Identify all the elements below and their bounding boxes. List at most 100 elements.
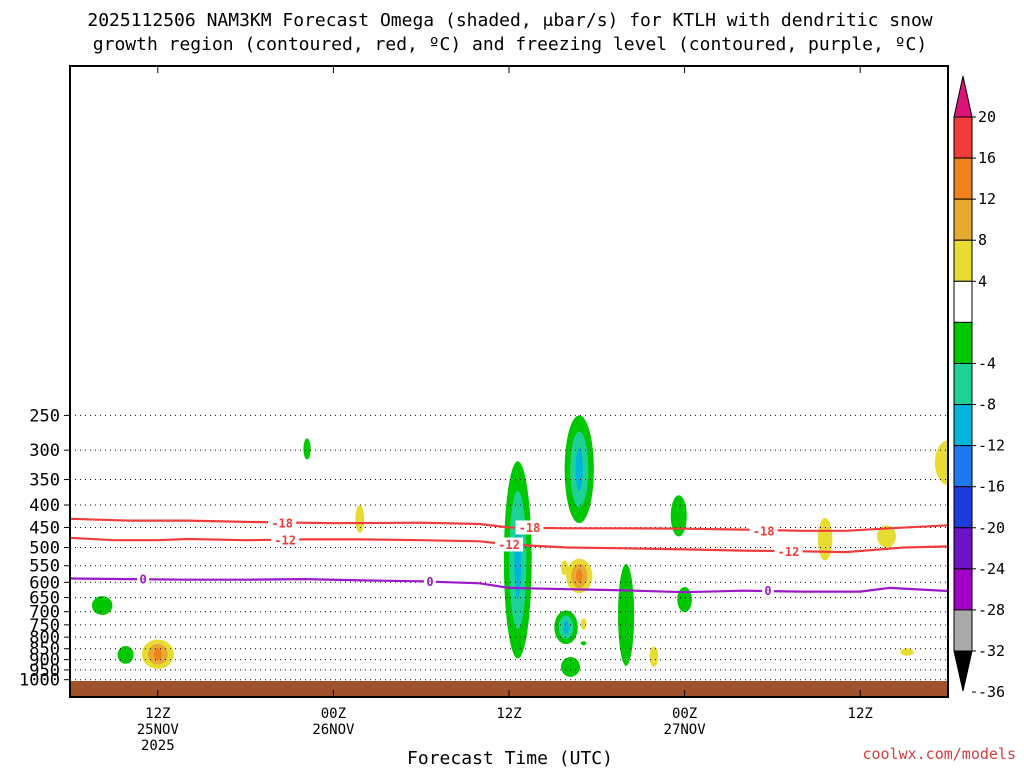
contour-label-bg-4 [495, 537, 523, 552]
omega-region-green-300 [303, 438, 311, 460]
colorbar-segment--24-to--28 [953, 527, 973, 570]
chart-title-line-1: 2025112506 NAM3KM Forecast Omega (shaded… [87, 10, 932, 31]
omega-region-yellow-870 [649, 646, 659, 667]
contour-lines-layer: -18 -18 -18-12 -12 -120 00 [69, 516, 949, 598]
colorbar-label-6: -8 [978, 396, 996, 414]
colorbar-segment--20-to--24 [953, 486, 973, 529]
omega-region-green-upper-core2 [575, 447, 583, 491]
omega-region-yellow-865 [900, 648, 914, 656]
colorbar-label-13: -36 [978, 683, 1005, 701]
colorbar-label-9: -20 [978, 519, 1005, 537]
contour-label-dgz-minus18-0: -18 [271, 517, 293, 531]
omega-region-yellow-885-core2 [153, 648, 162, 661]
colorbar-label-5: -4 [978, 354, 996, 372]
omega-region-yellow-745 [580, 618, 587, 630]
y-tick-label-550: 550 [29, 557, 60, 577]
omega-region-green-660 [677, 587, 692, 613]
omega-region-green-730-tall [618, 563, 635, 666]
colorbar-label-8: -16 [978, 478, 1005, 496]
colorbar-label-3: 8 [978, 231, 987, 249]
contour-label-bg-0 [268, 516, 297, 531]
x-tick-label-4-1: 12Z [848, 706, 873, 722]
y-tick-label-400: 400 [29, 496, 60, 516]
contour-label-freezing-level-7: 0 [426, 575, 433, 589]
omega-region-green-875 [117, 646, 134, 664]
y-tick-label-300: 300 [29, 441, 60, 461]
omega-region-yellow-425 [355, 505, 365, 533]
y-tick-label-500: 500 [29, 539, 60, 559]
omega-region-green-750-core2 [563, 620, 569, 635]
contour-label-bg-2 [749, 523, 778, 538]
colorbar-label-2: 12 [978, 190, 996, 208]
colorbar-segment--8-to--12 [953, 362, 973, 406]
contour-label-bg-8 [762, 583, 775, 598]
x-tick-label-0-1: 12Z [145, 706, 170, 722]
x-tick-label-2-1: 12Z [496, 706, 521, 722]
omega-region-green-425 [670, 495, 687, 537]
contour-label-dgz-minus12-3: -12 [274, 533, 296, 547]
y-tick-label-1000: 1000 [19, 671, 60, 691]
x-tick-label-1-2: 26NOV [312, 722, 355, 738]
colorbar-segment-4-to--4 [953, 280, 973, 323]
contour-label-dgz-minus12-4: -12 [498, 538, 520, 552]
colorbar-segment-16-to-12 [953, 157, 973, 200]
pressure-axis: 250 300 350 4004505005506006507007508008509… [19, 406, 70, 691]
y-tick-label-350: 350 [29, 471, 60, 491]
colorbar-label-4: 4 [978, 272, 987, 290]
colorbar-segment--32-to--36 [953, 609, 973, 652]
contour-label-dgz-minus18-2: -18 [753, 524, 775, 538]
omega-region-yellow-600-core2 [576, 568, 583, 583]
x-tick-label-1-1: 00Z [321, 706, 346, 722]
colorbar-label-7: -12 [978, 437, 1005, 455]
x-tick-label-0-3: 2025 [141, 738, 175, 754]
x-tick-label-3-2: 27NOV [664, 722, 707, 738]
omega-region-yellow-480 [817, 517, 833, 561]
y-tick-label-900: 900 [29, 651, 60, 671]
omega-region-green-675 [91, 596, 113, 615]
colorbar-label-0: 20 [978, 108, 996, 126]
contour-label-bg-7 [423, 574, 436, 589]
contour-freezing-level [69, 577, 949, 594]
x-tick-label-0-2: 25NOV [137, 722, 180, 738]
y-tick-label-650: 650 [29, 589, 60, 609]
omega-region-green-826 [580, 641, 587, 646]
colorbar-segment-12-to-8 [953, 198, 973, 241]
contour-label-bg-5 [774, 544, 803, 559]
chart-title-line-2: growth region (contoured, red, ºC) and f… [93, 34, 927, 55]
y-tick-label-750: 750 [29, 616, 60, 636]
x-axis-label: Forecast Time (UTC) [407, 748, 613, 768]
contour-label-freezing-level-8: 0 [764, 584, 771, 598]
colorbar-segment-20-to-16 [953, 116, 973, 159]
credit-link[interactable]: coolwx.com/models [862, 745, 1016, 763]
colorbar-segment--12-to--16 [953, 404, 973, 447]
y-tick-label-800: 800 [29, 628, 60, 648]
omega-shading-layer [91, 64, 979, 699]
colorbar-label-10: -24 [978, 560, 1005, 578]
colorbar-segment--28-to--32 [953, 568, 973, 611]
colorbar-label-1: 16 [978, 149, 996, 167]
contour-label-dgz-minus18-1: -18 [519, 521, 541, 535]
contour-label-bg-6 [137, 572, 150, 587]
omega-region-yellow-560 [560, 560, 569, 576]
colorbar-segment-8-to-4 [953, 239, 973, 282]
ground-surface-band [71, 681, 947, 696]
colorbar-label-11: -28 [978, 601, 1005, 619]
colorbar-bottom-arrow [953, 650, 973, 692]
y-tick-label-950: 950 [29, 661, 60, 681]
y-tick-label-450: 450 [29, 518, 60, 538]
contour-label-bg-3 [271, 532, 300, 547]
contour-label-bg-1 [515, 520, 544, 535]
x-tick-label-3-1: 00Z [672, 706, 697, 722]
y-tick-label-850: 850 [29, 640, 60, 660]
colorbar-segment--4-to--8 [953, 321, 973, 364]
contour-label-dgz-minus12-5: -12 [778, 545, 800, 559]
omega-region-yellow-470 [877, 525, 897, 548]
contour-label-freezing-level-6: 0 [140, 573, 147, 587]
omega-colorbar: 20 16 12 8 4 -4 -8 -12 -16 -20 -24 -28 -32 -36 [953, 75, 1005, 701]
y-tick-label-700: 700 [29, 603, 60, 623]
colorbar-segment--16-to--20 [953, 445, 973, 488]
y-tick-label-250: 250 [29, 406, 60, 426]
omega-region-green-920 [560, 657, 580, 677]
colorbar-label-12: -32 [978, 642, 1005, 660]
